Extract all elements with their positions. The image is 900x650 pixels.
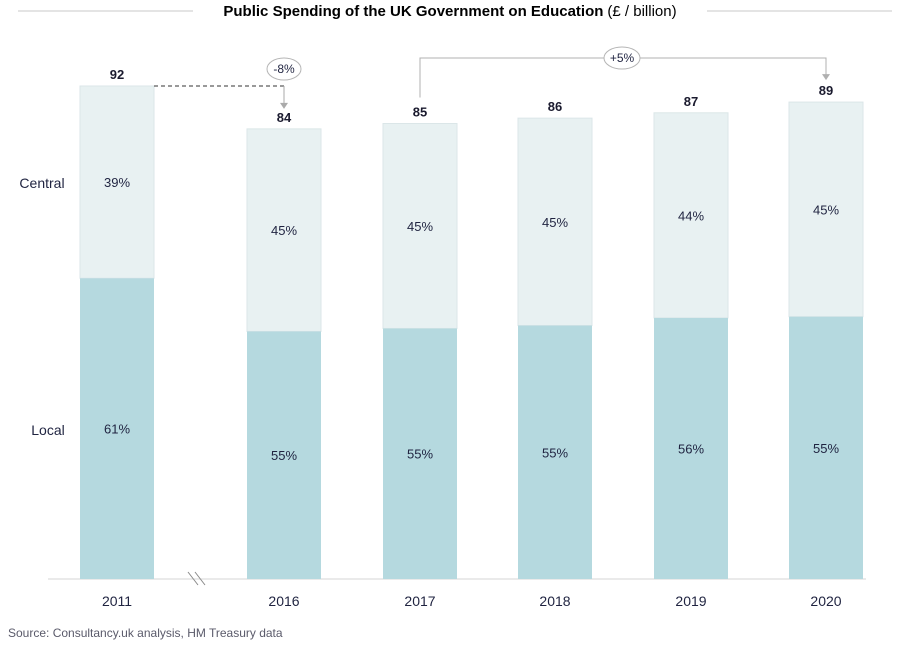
pct-label-local-2017: 55% (407, 447, 433, 462)
bar-central-2017 (382, 123, 458, 329)
annotation-arrowhead (280, 102, 288, 109)
chart-title: Public Spending of the UK Government on … (223, 3, 676, 20)
chart-title-unit: (£ / billion) (607, 3, 676, 20)
total-label-2018: 86 (548, 99, 562, 114)
bar-local-2018 (518, 325, 592, 579)
pct-label-central-2016: 45% (271, 223, 297, 238)
change-annotations: -8% +5% (154, 46, 830, 109)
pct-label-central-2017: 45% (407, 219, 433, 234)
bar-group-2019: 44% 56% 87 2019 (653, 94, 729, 609)
bar-central-2016 (246, 128, 322, 332)
pct-label-local-2016: 55% (271, 448, 297, 463)
bar-group-2011: 39% 61% 92 2011 (79, 67, 155, 609)
total-label-2019: 87 (684, 94, 698, 109)
x-tick-2020: 2020 (810, 593, 841, 609)
bar-local-2020 (789, 316, 863, 579)
total-label-2017: 85 (413, 105, 427, 120)
bar-central-2018 (517, 117, 593, 327)
change-label: -8% (273, 62, 295, 76)
row-label-local: Local (31, 422, 64, 438)
x-tick-2019: 2019 (675, 593, 706, 609)
pct-label-central-2011: 39% (104, 175, 130, 190)
pct-label-local-2018: 55% (542, 445, 568, 460)
change-bubble (603, 46, 641, 70)
pct-label-central-2018: 45% (542, 215, 568, 230)
annotation-2017-2020: +5% (419, 46, 830, 98)
bar-local-2019 (654, 317, 728, 579)
pct-label-central-2020: 45% (813, 202, 839, 217)
change-label: +5% (610, 51, 635, 65)
row-label-central: Central (19, 175, 64, 191)
bar-group-2016: 45% 55% 84 2016 (246, 110, 322, 609)
bar-local-2017 (383, 328, 457, 579)
chart-title-main: Public Spending of the UK Government on … (223, 3, 603, 20)
source-note: Source: Consultancy.uk analysis, HM Trea… (8, 626, 283, 640)
pct-label-local-2020: 55% (813, 441, 839, 456)
annotation-2011-2016: -8% (154, 57, 302, 109)
x-tick-2017: 2017 (404, 593, 435, 609)
pct-label-central-2019: 44% (678, 208, 704, 223)
bar-group-2020: 45% 55% 89 2020 (788, 83, 864, 609)
change-bubble (266, 57, 302, 81)
bar-central-2011 (79, 85, 155, 279)
bar-central-2020 (788, 101, 864, 318)
annotation-arrowhead (822, 74, 830, 81)
x-tick-2018: 2018 (539, 593, 570, 609)
bar-local-2016 (247, 331, 321, 579)
axis-break (187, 571, 206, 586)
bar-group-2018: 45% 55% 86 2018 (517, 99, 593, 609)
bars: 39% 61% 92 2011 45% 55% 84 2016 45% 55% 85 2017 45% 5… (79, 67, 864, 609)
pct-label-local-2019: 56% (678, 441, 704, 456)
bar-central-2019 (653, 112, 729, 319)
x-tick-2016: 2016 (268, 593, 299, 609)
x-tick-2011: 2011 (102, 593, 132, 609)
total-label-2011: 92 (110, 67, 124, 82)
bar-local-2011 (80, 278, 154, 579)
total-label-2020: 89 (819, 83, 833, 98)
bar-group-2017: 45% 55% 85 2017 (382, 105, 458, 609)
pct-label-local-2011: 61% (104, 422, 130, 437)
total-label-2016: 84 (277, 110, 292, 125)
